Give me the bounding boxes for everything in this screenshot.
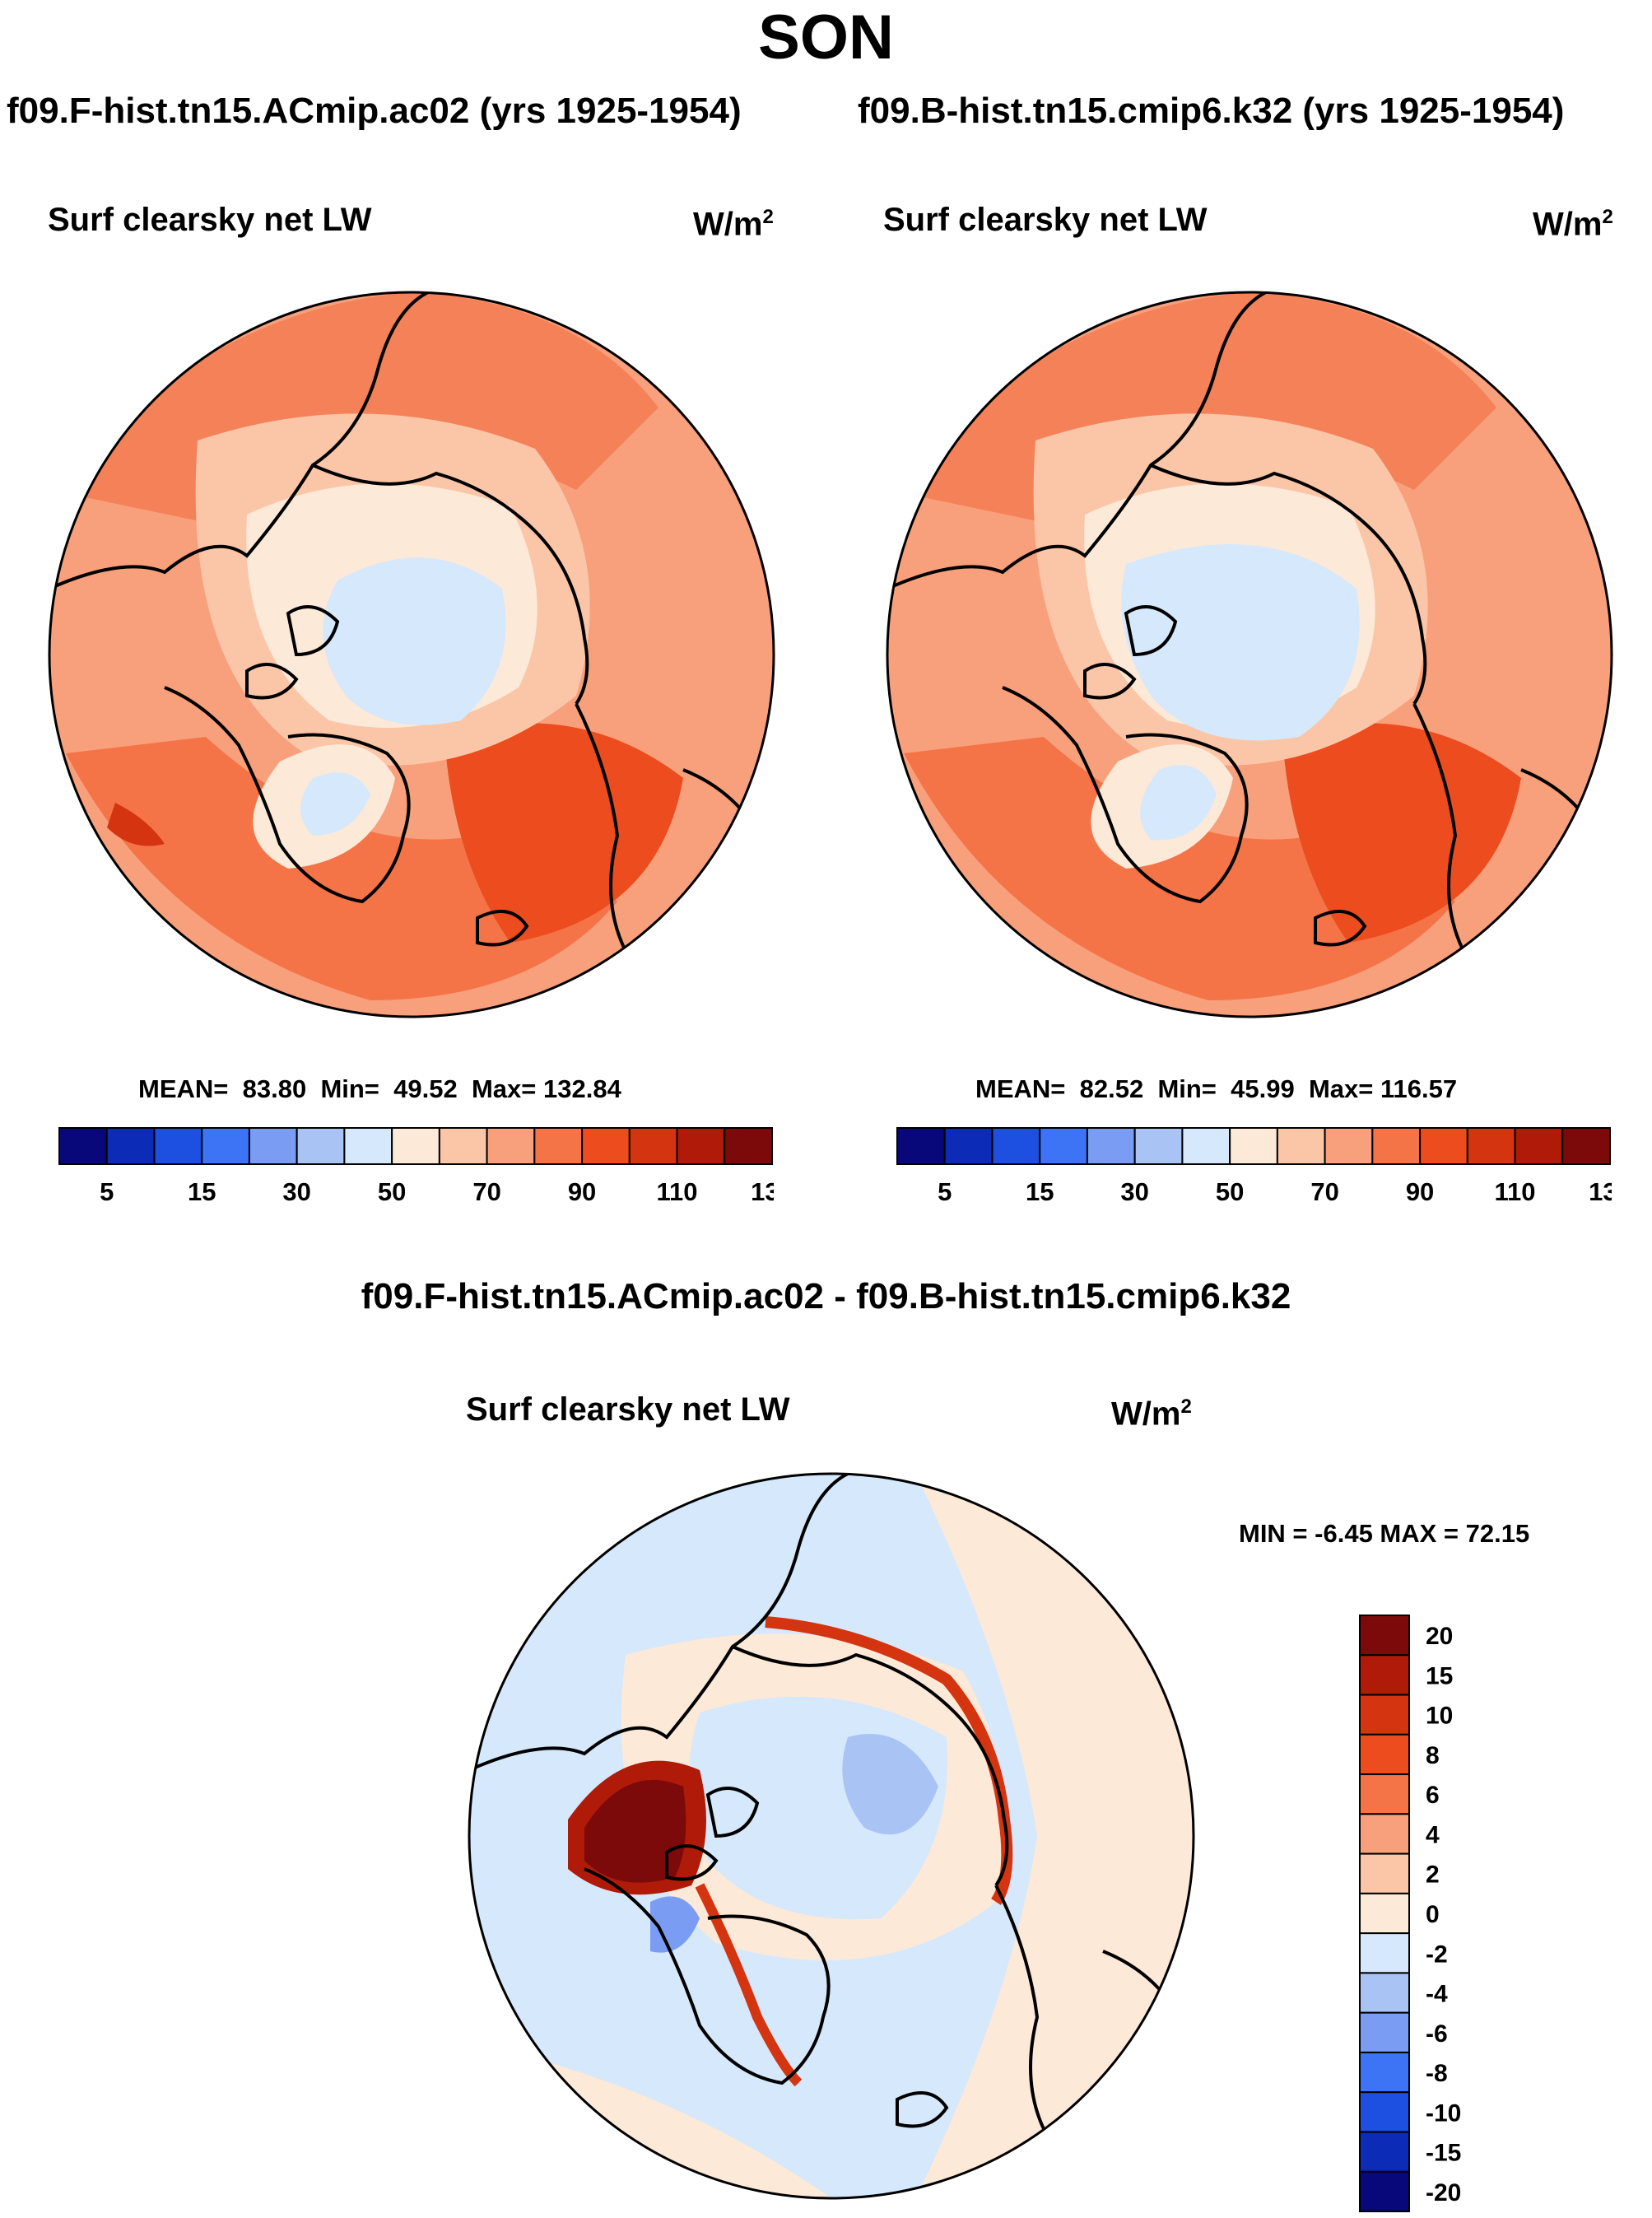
right-colorbar-tick-label: 110	[1495, 1177, 1536, 1202]
diff-colorbar-tick-label: 2	[1426, 1862, 1440, 1889]
left-colorbar-tick-label: 5	[100, 1177, 114, 1202]
right-colorbar-swatch	[1086, 1127, 1136, 1165]
left-variable-label: Surf clearsky net LW	[48, 202, 372, 238]
diff-colorbar-swatch	[1359, 1654, 1410, 1696]
right-colorbar-tick-label: 130	[1589, 1177, 1612, 1202]
right-colorbar-swatch	[1561, 1127, 1611, 1165]
diff-colorbar-tick-label: 15	[1426, 1662, 1453, 1689]
left-units-label: W/m2	[693, 206, 774, 243]
right-colorbar-swatch	[943, 1127, 994, 1165]
diff-colorbar-tick-label: 20	[1426, 1623, 1453, 1650]
diff-colorbar-tick-label: 8	[1426, 1742, 1440, 1769]
right-colorbar-tick-label: 5	[938, 1177, 952, 1202]
diff-colorbar-tick-label: -2	[1426, 1941, 1448, 1968]
right-colorbar-tick-label: 50	[1216, 1177, 1244, 1202]
right-colorbar-swatch	[1133, 1127, 1184, 1165]
left-colorbar-swatch	[533, 1127, 584, 1165]
right-colorbar-swatch	[991, 1127, 1041, 1165]
figure-title: SON	[758, 2, 894, 72]
diff-colorbar-swatch	[1359, 1773, 1410, 1815]
diff-colorbar-swatch	[1359, 1813, 1410, 1855]
diff-polar-map	[468, 1472, 1195, 2200]
diff-colorbar-tick-label: -20	[1426, 2179, 1461, 2206]
diff-colorbar-swatch	[1359, 1615, 1410, 1657]
diff-colorbar-swatch	[1359, 2051, 1410, 2094]
right-colorbar-swatch	[1371, 1127, 1422, 1165]
left-colorbar-tick-label: 30	[282, 1177, 310, 1202]
diff-colorbar-tick-label: -6	[1426, 2020, 1448, 2048]
left-colorbar-tick-label: 90	[568, 1177, 596, 1202]
left-colorbar-tick-label: 50	[378, 1177, 406, 1202]
right-run-title: f09.B-hist.tn15.cmip6.k32 (yrs 1925-1954…	[858, 91, 1565, 131]
diff-colorbar-tick-label: 10	[1426, 1703, 1453, 1730]
diff-colorbar-tick-label: -10	[1426, 2099, 1461, 2127]
left-colorbar-swatch	[486, 1127, 536, 1165]
left-colorbar-swatch	[628, 1127, 678, 1165]
right-colorbar-swatch	[1324, 1127, 1374, 1165]
diff-colorbar-tick-label: 4	[1426, 1821, 1440, 1848]
diff-colorbar-swatch	[1359, 1852, 1410, 1894]
left-run-title: f09.F-hist.tn15.ACmip.ac02 (yrs 1925-195…	[7, 91, 742, 131]
diff-colorbar-swatch	[1359, 2091, 1410, 2133]
left-stats: MEAN= 83.80 Min= 49.52 Max= 132.84	[138, 1074, 621, 1103]
diff-colorbar-tick-label: 0	[1426, 1901, 1440, 1928]
left-colorbar-swatch	[105, 1127, 156, 1165]
right-colorbar-swatch	[1466, 1127, 1516, 1165]
right-colorbar: 5 15 30 50 70 90 110 130	[896, 1127, 1612, 1202]
right-units-label: W/m2	[1533, 206, 1613, 243]
right-colorbar-swatch	[896, 1127, 946, 1165]
left-colorbar-swatch	[724, 1127, 773, 1165]
left-colorbar-swatch	[201, 1127, 250, 1165]
diff-colorbar-tick-label: -8	[1426, 2060, 1448, 2087]
diff-units-label: W/m2	[1111, 1396, 1192, 1433]
diff-variable-label: Surf clearsky net LW	[466, 1391, 790, 1428]
diff-colorbar-swatch	[1359, 2170, 1410, 2213]
diff-colorbar-tick-label: -15	[1426, 2140, 1461, 2167]
diff-colorbar-swatch	[1359, 1694, 1410, 1736]
left-colorbar-swatch	[153, 1127, 203, 1165]
left-colorbar-tick-label: 15	[188, 1177, 216, 1202]
diff-colorbar-tick-label: -4	[1426, 1981, 1448, 2008]
diff-minmax: MIN = -6.45 MAX = 72.15	[1239, 1519, 1530, 1548]
left-colorbar-swatch	[391, 1127, 440, 1165]
left-colorbar-swatch	[343, 1127, 393, 1165]
diff-colorbar-tick-label: 6	[1426, 1782, 1440, 1809]
right-colorbar-tick-label: 30	[1120, 1177, 1148, 1202]
left-colorbar-tick-label: 110	[657, 1177, 698, 1202]
diff-colorbar-swatch	[1359, 2011, 1410, 2053]
diff-title: f09.F-hist.tn15.ACmip.ac02 - f09.B-hist.…	[361, 1276, 1291, 1316]
right-colorbar-swatch	[1181, 1127, 1231, 1165]
right-colorbar-tick-label: 70	[1310, 1177, 1338, 1202]
left-colorbar-tick-label: 70	[472, 1177, 500, 1202]
right-colorbar-tick-label: 90	[1406, 1177, 1434, 1202]
diff-colorbar-swatch	[1359, 1972, 1410, 2014]
right-stats: MEAN= 82.52 Min= 45.99 Max= 116.57	[975, 1074, 1458, 1103]
right-colorbar-swatch	[1276, 1127, 1326, 1165]
right-colorbar-swatch	[1514, 1127, 1564, 1165]
right-colorbar-swatch	[1419, 1127, 1468, 1165]
right-variable-label: Surf clearsky net LW	[883, 202, 1208, 238]
right-colorbar-swatch	[1039, 1127, 1088, 1165]
left-colorbar-swatch	[438, 1127, 488, 1165]
left-polar-map	[48, 291, 775, 1018]
right-colorbar-tick-label: 15	[1026, 1177, 1054, 1202]
diff-colorbar-swatch	[1359, 1932, 1410, 1974]
diff-colorbar-swatch	[1359, 1892, 1410, 1935]
diff-colorbar-swatch	[1359, 1733, 1410, 1776]
right-colorbar-swatch	[1229, 1127, 1278, 1165]
right-polar-map	[886, 291, 1613, 1018]
left-colorbar-swatch	[58, 1127, 108, 1165]
left-colorbar-swatch	[248, 1127, 298, 1165]
left-colorbar: 5 15 30 50 70 90 110 130	[58, 1127, 774, 1202]
left-colorbar-swatch	[295, 1127, 346, 1165]
left-colorbar-swatch	[581, 1127, 631, 1165]
diff-colorbar-swatch	[1359, 2131, 1410, 2173]
left-colorbar-tick-label: 130	[751, 1177, 774, 1202]
left-colorbar-swatch	[676, 1127, 726, 1165]
